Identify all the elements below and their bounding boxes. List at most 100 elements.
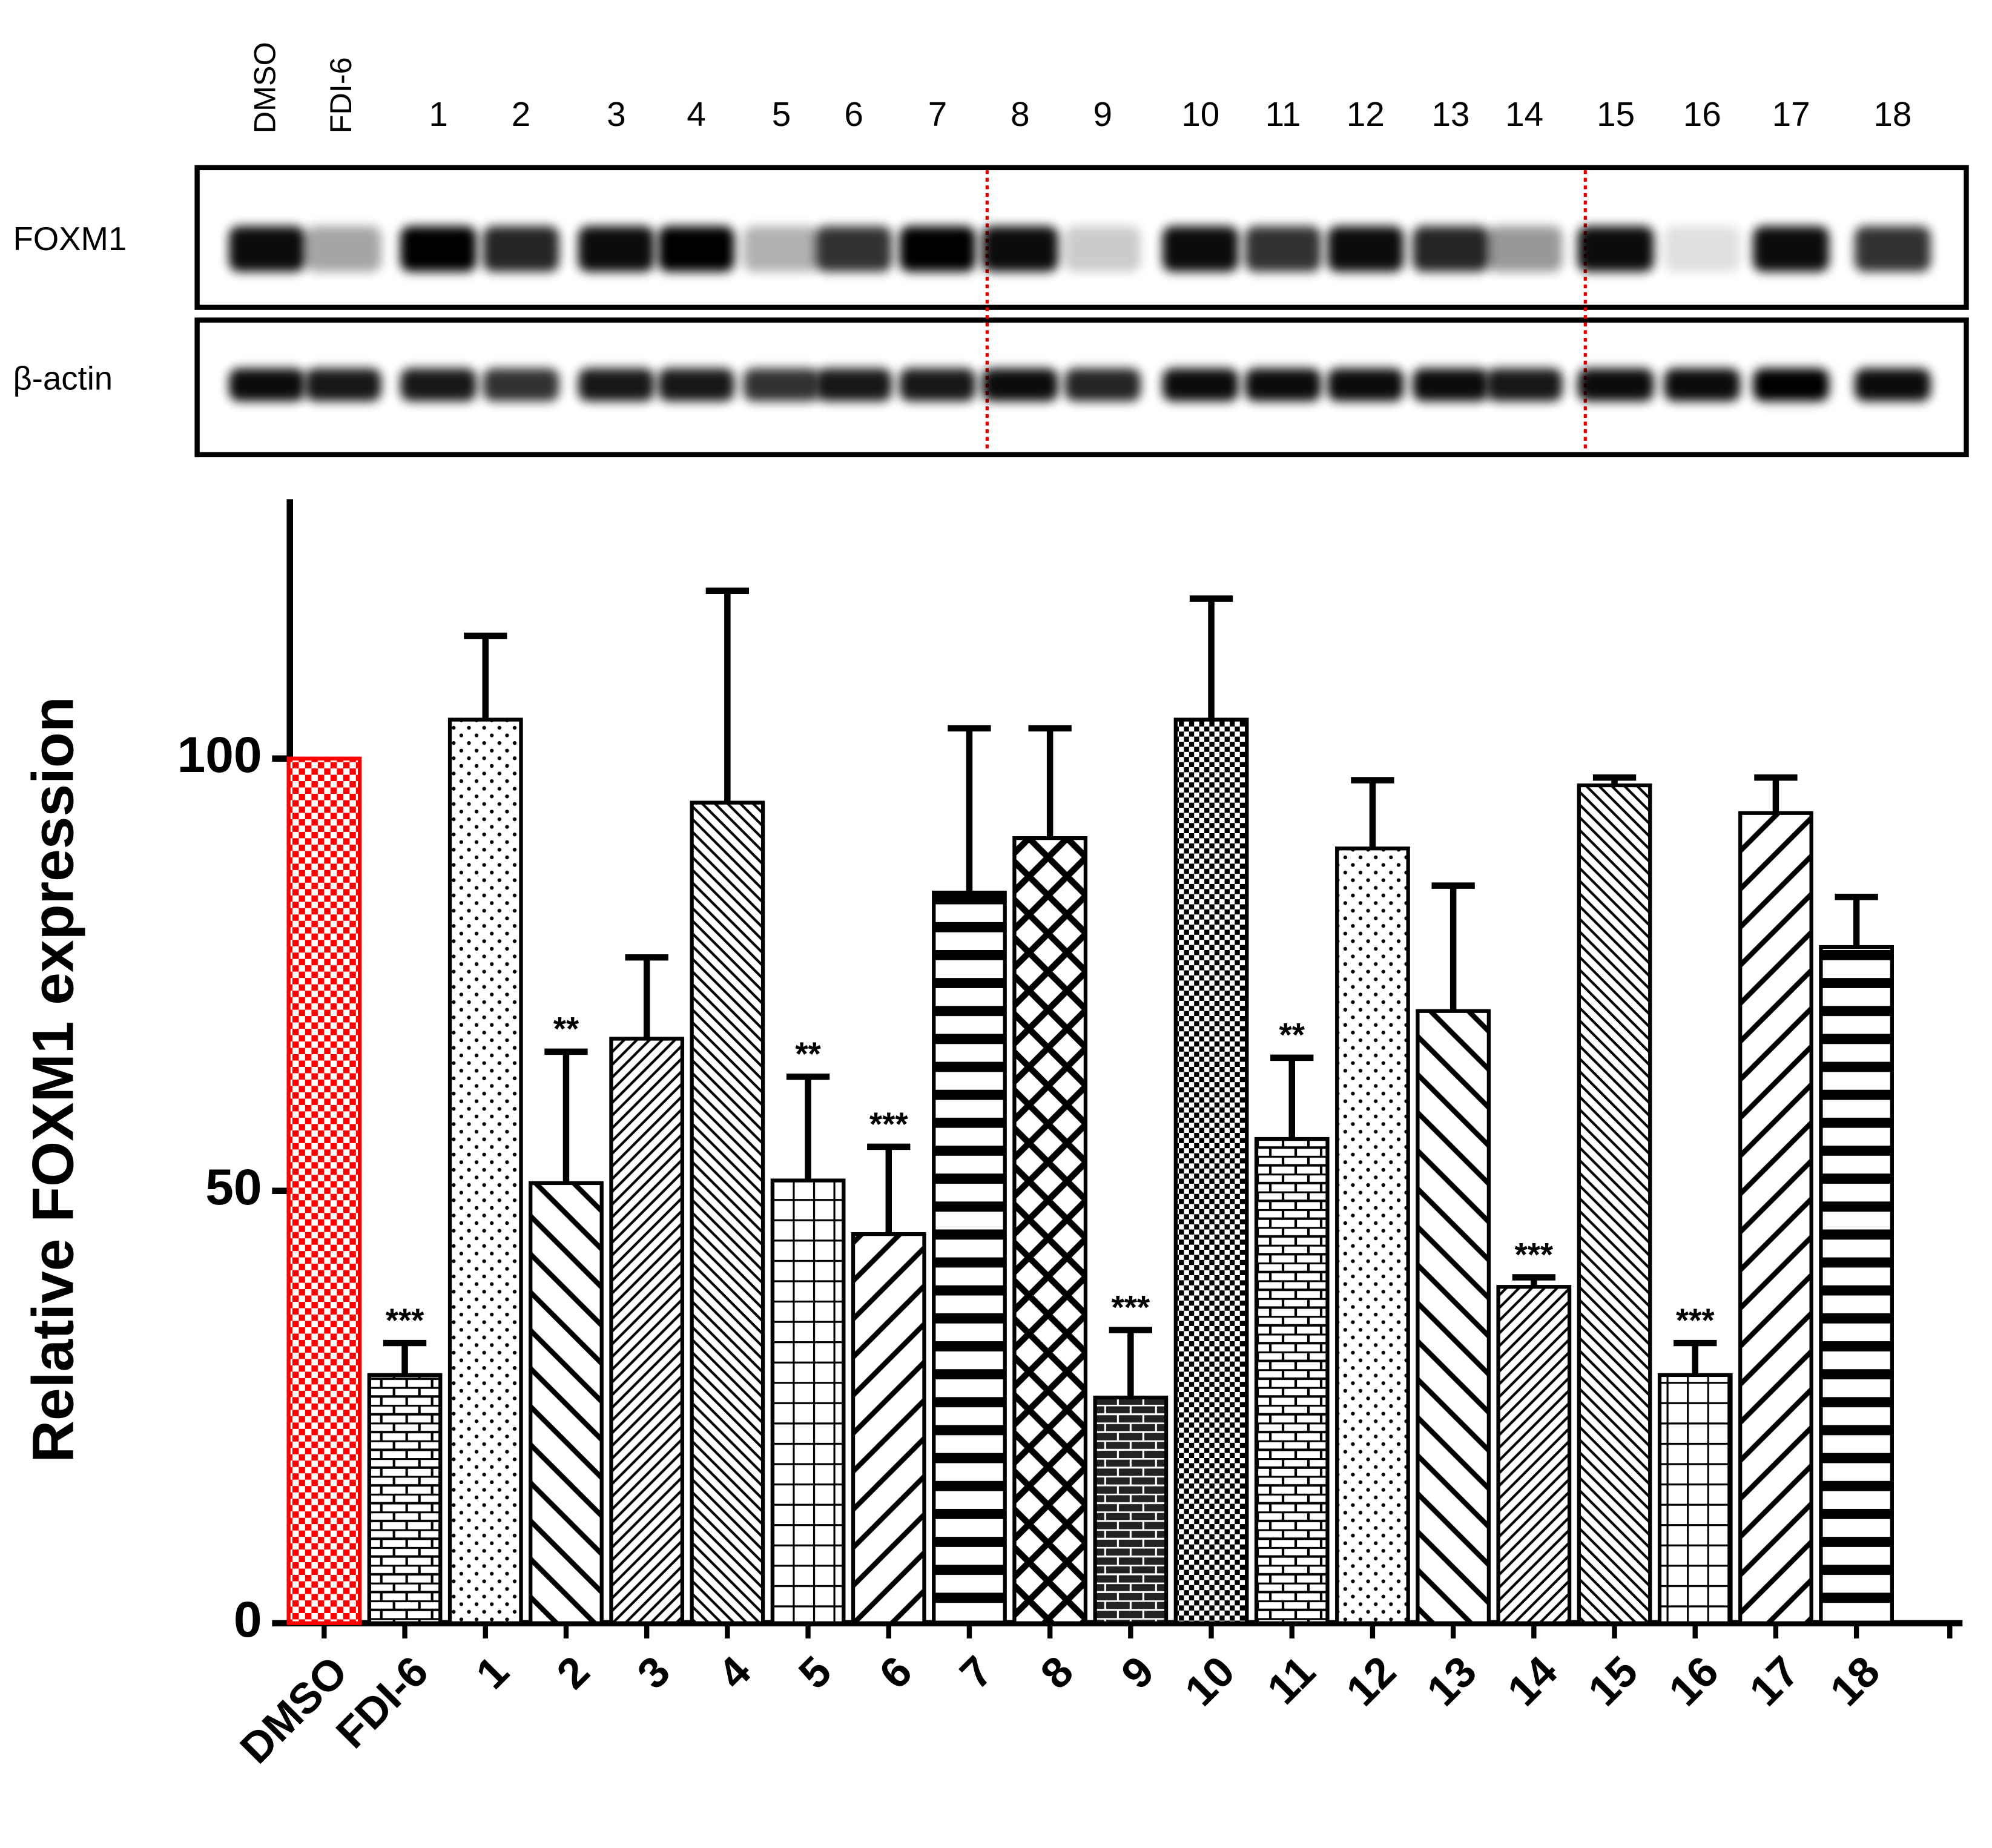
blot-band <box>1064 226 1141 272</box>
bar <box>529 1181 604 1625</box>
x-tick-label: 16 <box>1660 1647 1728 1715</box>
blot-band <box>400 368 477 401</box>
x-tick-label: 12 <box>1337 1647 1405 1715</box>
y-tick-label: 0 <box>234 1591 262 1648</box>
bar <box>286 756 362 1625</box>
x-tick-label: 11 <box>1258 1647 1325 1714</box>
x-tick-label: 5 <box>790 1647 841 1698</box>
blot-band <box>305 368 381 401</box>
y-tick-label: 50 <box>205 1158 262 1215</box>
bar <box>1173 718 1249 1625</box>
lane-label: 16 <box>1683 96 1721 134</box>
bar <box>932 890 1007 1625</box>
bar <box>1012 836 1088 1625</box>
x-tick-label: 17 <box>1740 1647 1809 1715</box>
significance: ** <box>1279 1017 1305 1054</box>
bar <box>690 800 765 1625</box>
significance: *** <box>1676 1302 1715 1339</box>
significance: *** <box>1515 1236 1554 1273</box>
significance: *** <box>1112 1289 1150 1325</box>
bar <box>447 718 523 1625</box>
lane-label: DMSO <box>247 42 282 133</box>
blot-band <box>1162 368 1239 401</box>
lane-label: 2 <box>512 96 531 134</box>
blot-band <box>1577 226 1654 272</box>
blot-band <box>1245 226 1321 272</box>
x-tick-label: 1 <box>467 1647 518 1698</box>
bar <box>1093 1395 1169 1625</box>
bar <box>1738 811 1813 1625</box>
blot-band <box>1854 226 1931 272</box>
blot-band <box>1664 226 1741 272</box>
blot-band <box>1413 368 1489 401</box>
lane-label: 13 <box>1431 96 1469 134</box>
blot-band <box>1753 368 1830 401</box>
x-tick-label: 9 <box>1112 1647 1164 1698</box>
blot-band <box>1245 368 1321 401</box>
blot-band <box>981 368 1058 401</box>
blot-band <box>743 226 820 272</box>
blot-band <box>816 368 892 401</box>
blot-frame <box>194 317 1969 458</box>
y-tick-label: 100 <box>177 726 262 783</box>
blot-band <box>1753 226 1830 272</box>
blot-band <box>400 226 477 272</box>
significance: ** <box>553 1011 579 1048</box>
blot-band <box>483 368 559 401</box>
bar <box>770 1178 846 1625</box>
bar <box>1254 1137 1330 1625</box>
lane-label: 15 <box>1597 96 1635 134</box>
lane-label: 4 <box>687 96 706 134</box>
bar <box>1657 1373 1733 1625</box>
blot-band <box>658 226 734 272</box>
x-tick-label: 18 <box>1821 1647 1889 1715</box>
x-tick-label: 15 <box>1579 1647 1647 1715</box>
x-tick-label: DMSO <box>231 1647 357 1773</box>
lane-label: 17 <box>1772 96 1810 134</box>
bar <box>1416 1009 1491 1625</box>
lane-label: 9 <box>1093 96 1112 134</box>
significance: *** <box>386 1302 424 1339</box>
blot-band <box>578 226 655 272</box>
bar <box>367 1373 443 1625</box>
blot-band <box>1162 226 1239 272</box>
blot-band <box>899 226 976 272</box>
blot-band <box>1854 368 1931 401</box>
blot-band <box>1327 226 1404 272</box>
x-tick-label: 7 <box>951 1647 1002 1698</box>
lane-label: 10 <box>1181 96 1219 134</box>
x-tick-label: 14 <box>1499 1647 1567 1715</box>
blot-band <box>229 226 305 272</box>
blot-row-label: FOXM1 <box>13 220 127 257</box>
lane-label: 3 <box>607 96 626 134</box>
blot-row-label: β-actin <box>13 360 113 397</box>
lane-label: 7 <box>928 96 948 134</box>
bar <box>1335 846 1410 1625</box>
lane-label: 11 <box>1265 96 1301 134</box>
blot-band <box>658 368 734 401</box>
x-tick-label: 4 <box>709 1647 760 1698</box>
bar <box>609 1037 685 1625</box>
lane-label: 12 <box>1347 96 1385 134</box>
blot-band <box>483 226 559 272</box>
blot-band <box>1064 368 1141 401</box>
x-tick-label: 8 <box>1032 1647 1083 1698</box>
blot-band <box>578 368 655 401</box>
blot-band <box>1327 368 1404 401</box>
lane-label: FDI-6 <box>323 57 358 133</box>
significance: ** <box>795 1035 821 1072</box>
bar <box>1577 783 1652 1625</box>
blot-band <box>899 368 976 401</box>
blot-frame <box>194 165 1969 310</box>
blot-band <box>1413 226 1489 272</box>
lane-label: 5 <box>772 96 791 134</box>
blot-band <box>816 226 892 272</box>
x-tick-label: FDI-6 <box>327 1647 438 1758</box>
x-tick-label: 2 <box>547 1647 599 1698</box>
lane-label: 1 <box>429 96 448 134</box>
blot-band <box>305 226 381 272</box>
bar <box>1496 1285 1572 1625</box>
blot-band <box>1486 368 1563 401</box>
